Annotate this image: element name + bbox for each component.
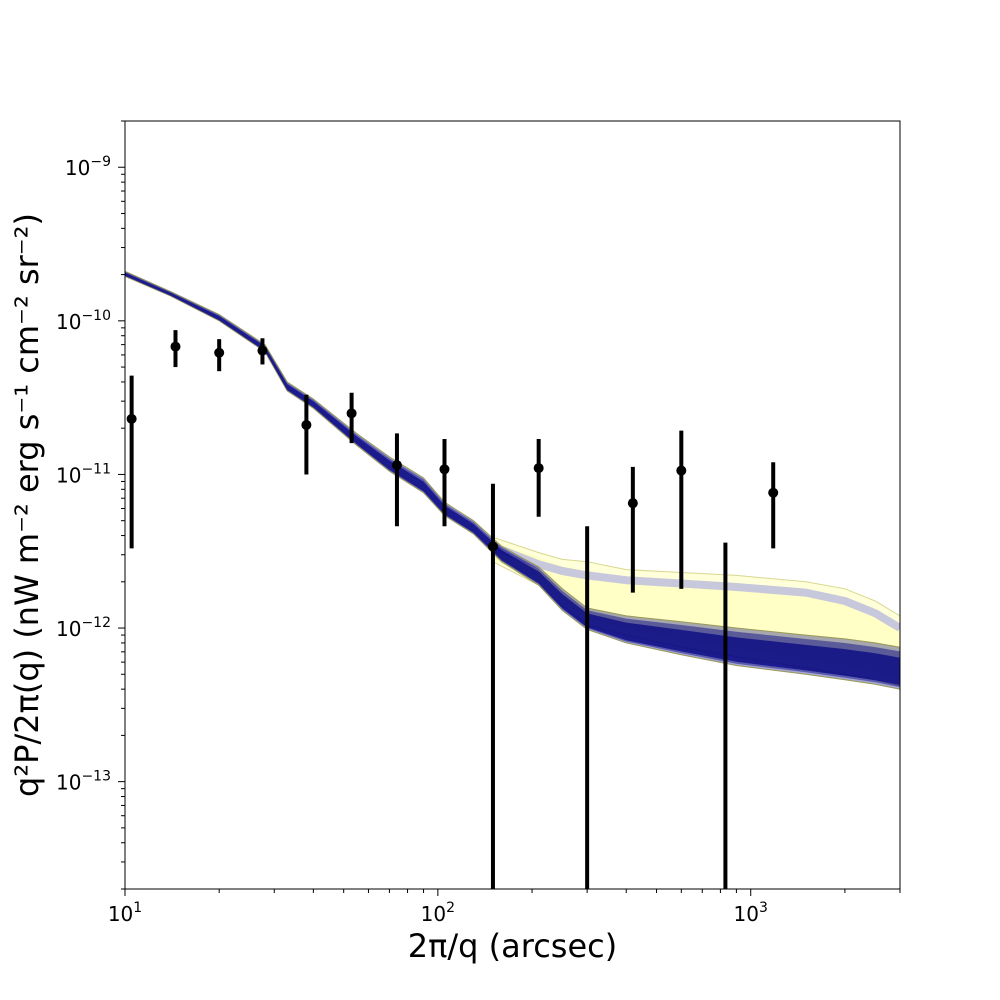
- data-point: [170, 341, 181, 352]
- data-point: [346, 408, 357, 419]
- x-tick-label: 101: [108, 900, 142, 926]
- model-band-mid: [125, 271, 900, 688]
- y-tick-label: 10−13: [56, 769, 111, 795]
- y-axis-title: q²P/2π(q) (nW m⁻² erg s⁻¹ cm⁻² sr⁻²): [8, 213, 46, 797]
- data-point: [439, 464, 450, 475]
- data-point: [391, 460, 402, 471]
- x-tick-label: 102: [421, 900, 455, 926]
- plot-content: [125, 270, 900, 889]
- data-point: [533, 463, 544, 474]
- data-point: [301, 419, 312, 430]
- y-tick-label: 10−12: [56, 615, 111, 641]
- plot-frame: [124, 120, 901, 890]
- y-tick-label: 10−9: [65, 154, 111, 180]
- data-point: [487, 541, 498, 552]
- data-point: [676, 465, 687, 476]
- data-point: [768, 487, 779, 498]
- data-point: [257, 345, 268, 356]
- y-tick-label: 10−11: [56, 461, 111, 487]
- x-tick-label: 103: [734, 900, 768, 926]
- data-point: [627, 498, 638, 509]
- plot-area: [125, 270, 900, 889]
- data-point: [126, 413, 137, 424]
- x-axis-title: 2π/q (arcsec): [408, 927, 617, 965]
- y-tick-label: 10−10: [56, 308, 111, 334]
- axis-ticks: 101 102 103 10−13 10−12 10−11 10−10 10−9: [56, 120, 901, 926]
- data-point: [214, 347, 225, 358]
